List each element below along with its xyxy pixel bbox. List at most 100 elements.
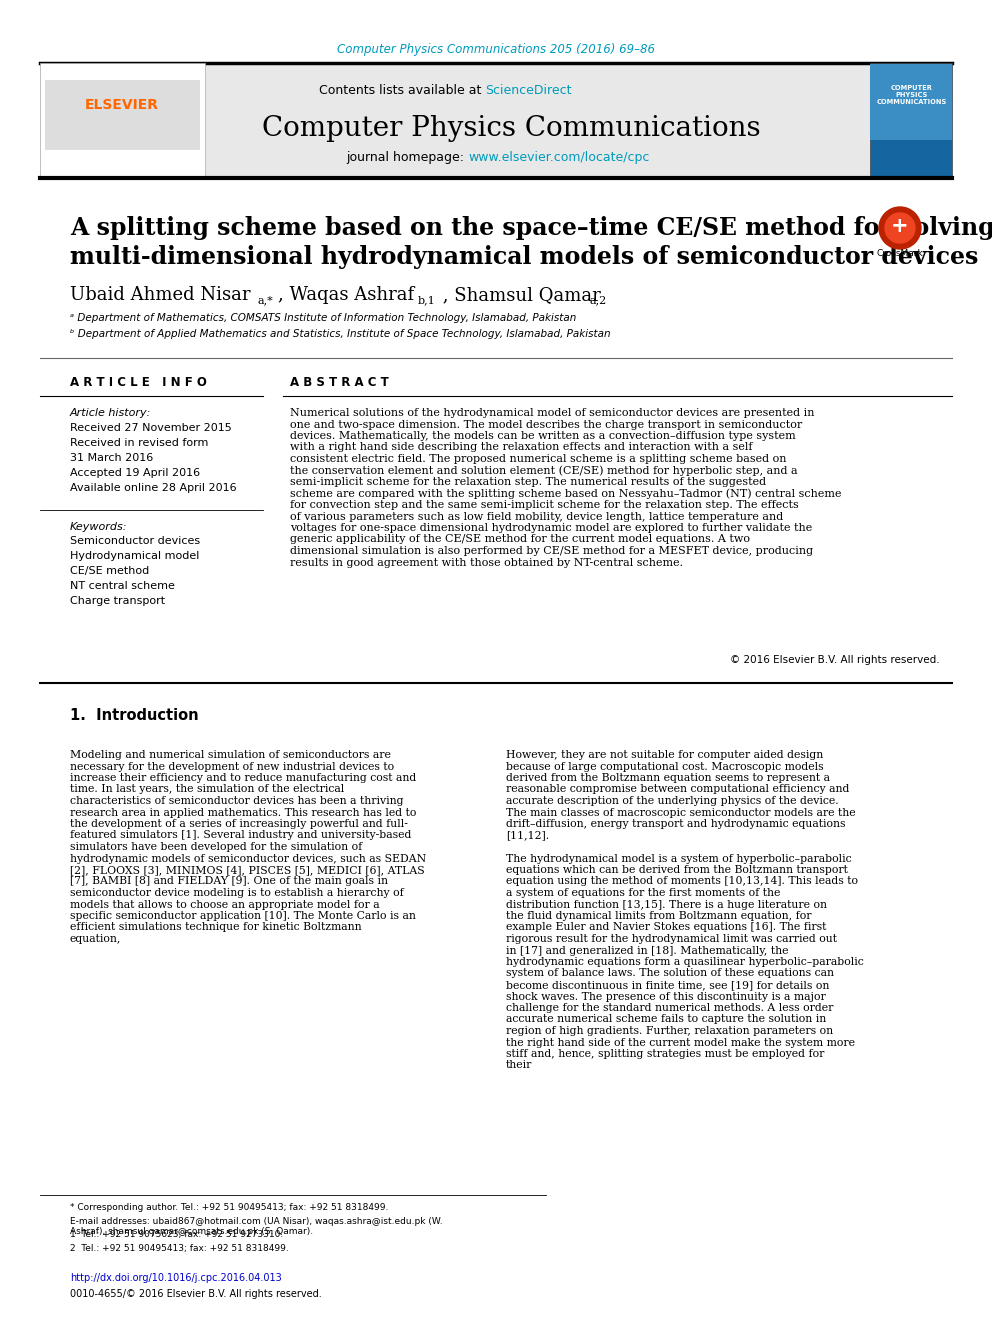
Text: necessary for the development of new industrial devices to: necessary for the development of new ind… [70, 762, 394, 771]
Text: www.elsevier.com/locate/cpc: www.elsevier.com/locate/cpc [468, 152, 650, 164]
Text: ELSEVIER: ELSEVIER [84, 98, 159, 112]
Text: the conservation element and solution element (CE/SE) method for hyperbolic step: the conservation element and solution el… [290, 466, 798, 476]
Text: hydrodynamic equations form a quasilinear hyperbolic–parabolic: hydrodynamic equations form a quasilinea… [506, 957, 864, 967]
Text: 31 March 2016: 31 March 2016 [70, 452, 153, 463]
Text: semi-implicit scheme for the relaxation step. The numerical results of the sugge: semi-implicit scheme for the relaxation … [290, 478, 766, 487]
Text: the fluid dynamical limits from Boltzmann equation, for: the fluid dynamical limits from Boltzman… [506, 912, 811, 921]
Text: http://dx.doi.org/10.1016/j.cpc.2016.04.013: http://dx.doi.org/10.1016/j.cpc.2016.04.… [70, 1273, 282, 1283]
Bar [45, 79, 199, 149]
Text: Modeling and numerical simulation of semiconductors are: Modeling and numerical simulation of sem… [70, 750, 391, 759]
Text: NT central scheme: NT central scheme [70, 581, 175, 591]
Text: equation,: equation, [70, 934, 121, 945]
Circle shape [885, 213, 915, 243]
Text: A R T I C L E   I N F O: A R T I C L E I N F O [70, 377, 207, 389]
Text: multi-dimensional hydrodynamical models of semiconductor devices: multi-dimensional hydrodynamical models … [70, 245, 978, 269]
Text: characteristics of semiconductor devices has been a thriving: characteristics of semiconductor devices… [70, 796, 404, 806]
Text: E-mail addresses: ubaid867@hotmail.com (UA Nisar), waqas.ashra@ist.edu.pk (W.: E-mail addresses: ubaid867@hotmail.com (… [70, 1217, 442, 1225]
Text: COMPUTER
PHYSICS
COMMUNICATIONS: COMPUTER PHYSICS COMMUNICATIONS [876, 85, 946, 105]
Text: a,2: a,2 [590, 295, 607, 306]
Circle shape [879, 206, 921, 249]
Text: a,*: a,* [258, 295, 274, 306]
Text: Ubaid Ahmed Nisar: Ubaid Ahmed Nisar [70, 286, 251, 304]
Text: [2], FLOOXS [3], MINIMOS [4], PISCES [5], MEDICI [6], ATLAS: [2], FLOOXS [3], MINIMOS [4], PISCES [5]… [70, 865, 425, 875]
Text: voltages for one-space dimensional hydrodynamic model are explored to further va: voltages for one-space dimensional hydro… [290, 523, 812, 533]
Text: CrossMark: CrossMark [877, 250, 924, 258]
Text: derived from the Boltzmann equation seems to represent a: derived from the Boltzmann equation seem… [506, 773, 830, 783]
Bar [870, 64, 952, 179]
Text: +: + [891, 216, 909, 235]
Text: featured simulators [1]. Several industry and university-based: featured simulators [1]. Several industr… [70, 831, 412, 840]
Text: semiconductor device modeling is to establish a hierarchy of: semiconductor device modeling is to esta… [70, 888, 404, 898]
Text: The main classes of macroscopic semiconductor models are the: The main classes of macroscopic semicond… [506, 807, 856, 818]
Text: specific semiconductor application [10]. The Monte Carlo is an: specific semiconductor application [10].… [70, 912, 416, 921]
Text: Received in revised form: Received in revised form [70, 438, 208, 448]
Text: 1.  Introduction: 1. Introduction [70, 708, 198, 722]
Text: The hydrodynamical model is a system of hyperbolic–parabolic: The hydrodynamical model is a system of … [506, 853, 851, 864]
Text: simulators have been developed for the simulation of: simulators have been developed for the s… [70, 841, 362, 852]
Text: time. In last years, the simulation of the electrical: time. In last years, the simulation of t… [70, 785, 344, 795]
Text: example Euler and Navier Stokes equations [16]. The first: example Euler and Navier Stokes equation… [506, 922, 826, 933]
Text: Charge transport: Charge transport [70, 595, 165, 606]
Text: equation using the method of moments [10,13,14]. This leads to: equation using the method of moments [10… [506, 877, 858, 886]
Text: one and two-space dimension. The model describes the charge transport in semicon: one and two-space dimension. The model d… [290, 419, 803, 430]
Text: [11,12].: [11,12]. [506, 831, 550, 840]
Text: dimensional simulation is also performed by CE/SE method for a MESFET device, pr: dimensional simulation is also performed… [290, 546, 813, 556]
Text: CE/SE method: CE/SE method [70, 566, 149, 576]
Text: Article history:: Article history: [70, 407, 152, 418]
Text: ScienceDirect: ScienceDirect [485, 83, 571, 97]
Text: Computer Physics Communications: Computer Physics Communications [262, 115, 760, 142]
Text: drift–diffusion, energy transport and hydrodynamic equations: drift–diffusion, energy transport and hy… [506, 819, 845, 830]
Text: system of balance laws. The solution of these equations can: system of balance laws. The solution of … [506, 968, 834, 979]
Text: Available online 28 April 2016: Available online 28 April 2016 [70, 483, 237, 493]
Text: journal homepage:: journal homepage: [346, 152, 468, 164]
Text: the right hand side of the current model make the system more: the right hand side of the current model… [506, 1037, 855, 1048]
Bar [40, 64, 952, 179]
Text: A splitting scheme based on the space–time CE/SE method for solving: A splitting scheme based on the space–ti… [70, 216, 992, 239]
Text: efficient simulations technique for kinetic Boltzmann: efficient simulations technique for kine… [70, 922, 362, 933]
Text: for convection step and the same semi-implicit scheme for the relaxation step. T: for convection step and the same semi-im… [290, 500, 799, 509]
Text: accurate description of the underlying physics of the device.: accurate description of the underlying p… [506, 796, 838, 806]
Text: Numerical solutions of the hydrodynamical model of semiconductor devices are pre: Numerical solutions of the hydrodynamica… [290, 407, 814, 418]
Text: generic applicability of the CE/SE method for the current model equations. A two: generic applicability of the CE/SE metho… [290, 534, 750, 545]
Text: b,1: b,1 [418, 295, 435, 306]
Text: © 2016 Elsevier B.V. All rights reserved.: © 2016 Elsevier B.V. All rights reserved… [730, 655, 940, 665]
Text: a system of equations for the first moments of the: a system of equations for the first mome… [506, 888, 781, 898]
Text: hydrodynamic models of semiconductor devices, such as SEDAN: hydrodynamic models of semiconductor dev… [70, 853, 427, 864]
Text: devices. Mathematically, the models can be written as a convection–diffusion typ: devices. Mathematically, the models can … [290, 431, 796, 441]
Text: of various parameters such as low field mobility, device length, lattice tempera: of various parameters such as low field … [290, 512, 784, 521]
Text: However, they are not suitable for computer aided design: However, they are not suitable for compu… [506, 750, 823, 759]
Text: equations which can be derived from the Boltzmann transport: equations which can be derived from the … [506, 865, 848, 875]
Text: * Corresponding author. Tel.: +92 51 90495413; fax: +92 51 8318499.: * Corresponding author. Tel.: +92 51 904… [70, 1203, 389, 1212]
Text: 0010-4655/© 2016 Elsevier B.V. All rights reserved.: 0010-4655/© 2016 Elsevier B.V. All right… [70, 1289, 321, 1299]
Text: Contents lists available at: Contents lists available at [318, 83, 485, 97]
Text: research area in applied mathematics. This research has led to: research area in applied mathematics. Th… [70, 807, 417, 818]
Text: challenge for the standard numerical methods. A less order: challenge for the standard numerical met… [506, 1003, 833, 1013]
Text: with a right hand side describing the relaxation effects and interaction with a : with a right hand side describing the re… [290, 442, 753, 452]
Text: [7], BAMBI [8] and FIELDAY [9]. One of the main goals in: [7], BAMBI [8] and FIELDAY [9]. One of t… [70, 877, 388, 886]
Text: Hydrodynamical model: Hydrodynamical model [70, 550, 199, 561]
Text: , Shamsul Qamar: , Shamsul Qamar [437, 286, 601, 304]
Text: Accepted 19 April 2016: Accepted 19 April 2016 [70, 468, 200, 478]
Text: reasonable compromise between computational efficiency and: reasonable compromise between computatio… [506, 785, 849, 795]
Text: stiff and, hence, splitting strategies must be employed for: stiff and, hence, splitting strategies m… [506, 1049, 824, 1058]
Text: because of large computational cost. Macroscopic models: because of large computational cost. Mac… [506, 762, 823, 771]
Text: region of high gradients. Further, relaxation parameters on: region of high gradients. Further, relax… [506, 1027, 833, 1036]
Text: Keywords:: Keywords: [70, 523, 128, 532]
Text: 1  Tel.: +92 51 9075623; fax: +92 51 9273310.: 1 Tel.: +92 51 9075623; fax: +92 51 9273… [70, 1230, 284, 1240]
Text: scheme are compared with the splitting scheme based on Nessyahu–Tadmor (NT) cent: scheme are compared with the splitting s… [290, 488, 841, 499]
Text: Computer Physics Communications 205 (2016) 69–86: Computer Physics Communications 205 (201… [337, 44, 655, 57]
Text: accurate numerical scheme fails to capture the solution in: accurate numerical scheme fails to captu… [506, 1015, 826, 1024]
Text: distribution function [13,15]. There is a huge literature on: distribution function [13,15]. There is … [506, 900, 827, 909]
Text: shock waves. The presence of this discontinuity is a major: shock waves. The presence of this discon… [506, 991, 825, 1002]
Text: their: their [506, 1061, 533, 1070]
Text: 2  Tel.: +92 51 90495413; fax: +92 51 8318499.: 2 Tel.: +92 51 90495413; fax: +92 51 831… [70, 1245, 289, 1253]
Text: in [17] and generalized in [18]. Mathematically, the: in [17] and generalized in [18]. Mathema… [506, 946, 789, 955]
Text: increase their efficiency and to reduce manufacturing cost and: increase their efficiency and to reduce … [70, 773, 417, 783]
Bar [870, 64, 952, 140]
Text: consistent electric field. The proposed numerical scheme is a splitting scheme b: consistent electric field. The proposed … [290, 454, 787, 464]
Text: Received 27 November 2015: Received 27 November 2015 [70, 423, 232, 433]
Text: become discontinuous in finite time, see [19] for details on: become discontinuous in finite time, see… [506, 980, 829, 990]
Text: ᵇ Department of Applied Mathematics and Statistics, Institute of Space Technolog: ᵇ Department of Applied Mathematics and … [70, 329, 611, 339]
Text: A B S T R A C T: A B S T R A C T [290, 377, 389, 389]
Text: Semiconductor devices: Semiconductor devices [70, 536, 200, 546]
